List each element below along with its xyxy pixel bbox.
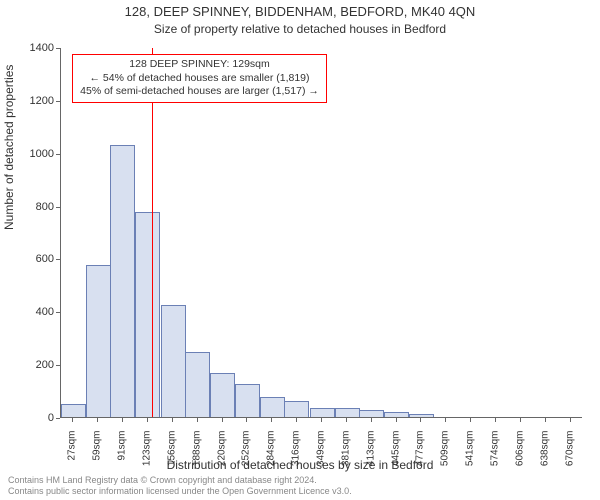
histogram-bar <box>185 352 210 417</box>
x-tick-mark <box>122 418 123 422</box>
x-tick-mark <box>321 418 322 422</box>
histogram-bar <box>161 305 186 417</box>
x-tick-label: 220sqm <box>216 431 227 481</box>
x-tick-mark <box>72 418 73 422</box>
x-tick-label: 349sqm <box>316 431 327 481</box>
marker-line <box>152 48 153 417</box>
x-tick-label: 27sqm <box>67 431 78 481</box>
x-tick-mark <box>495 418 496 422</box>
y-tick-mark <box>56 418 60 419</box>
x-axis-label: Distribution of detached houses by size … <box>0 458 600 472</box>
x-tick-mark <box>246 418 247 422</box>
chart-title-main: 128, DEEP SPINNEY, BIDDENHAM, BEDFORD, M… <box>0 4 600 19</box>
x-tick-label: 91sqm <box>116 431 127 481</box>
x-tick-label: 670sqm <box>564 431 575 481</box>
x-tick-label: 541sqm <box>464 431 475 481</box>
x-tick-mark <box>97 418 98 422</box>
x-tick-label: 252sqm <box>241 431 252 481</box>
x-tick-label: 413sqm <box>365 431 376 481</box>
annotation-line2: ← 54% of detached houses are smaller (1,… <box>80 72 319 86</box>
x-tick-label: 59sqm <box>92 431 103 481</box>
x-tick-label: 188sqm <box>191 431 202 481</box>
histogram-bar <box>409 414 434 417</box>
x-tick-mark <box>147 418 148 422</box>
y-tick-label: 200 <box>14 359 54 371</box>
x-tick-label: 381sqm <box>341 431 352 481</box>
y-tick-label: 0 <box>14 412 54 424</box>
x-tick-mark <box>445 418 446 422</box>
footer-attribution: Contains HM Land Registry data © Crown c… <box>8 475 352 498</box>
footer-line1: Contains HM Land Registry data © Crown c… <box>8 475 352 486</box>
y-tick-label: 400 <box>14 306 54 318</box>
y-tick-label: 600 <box>14 253 54 265</box>
annotation-line1: 128 DEEP SPINNEY: 129sqm <box>80 58 319 72</box>
histogram-bar <box>284 401 309 417</box>
x-tick-label: 477sqm <box>415 431 426 481</box>
x-tick-label: 606sqm <box>515 431 526 481</box>
x-tick-label: 284sqm <box>266 431 277 481</box>
x-tick-label: 445sqm <box>390 431 401 481</box>
annotation-line3: 45% of semi-detached houses are larger (… <box>80 85 319 99</box>
x-tick-label: 638sqm <box>539 431 550 481</box>
y-tick-label: 1000 <box>14 148 54 160</box>
chart-title-sub: Size of property relative to detached ho… <box>0 22 600 36</box>
x-tick-mark <box>271 418 272 422</box>
bars-layer <box>61 48 582 417</box>
x-tick-mark <box>420 418 421 422</box>
footer-line2: Contains public sector information licen… <box>8 486 352 497</box>
histogram-bar <box>335 408 360 417</box>
histogram-bar <box>86 265 111 417</box>
x-tick-mark <box>296 418 297 422</box>
histogram-bar <box>210 373 235 417</box>
histogram-bar <box>61 404 86 417</box>
x-tick-mark <box>570 418 571 422</box>
histogram-bar <box>359 410 384 417</box>
histogram-bar <box>235 384 260 417</box>
x-tick-mark <box>197 418 198 422</box>
x-tick-mark <box>172 418 173 422</box>
x-tick-label: 123sqm <box>141 431 152 481</box>
histogram-bar <box>310 408 335 417</box>
x-tick-mark <box>520 418 521 422</box>
chart-container: 128, DEEP SPINNEY, BIDDENHAM, BEDFORD, M… <box>0 0 600 500</box>
x-tick-mark <box>396 418 397 422</box>
histogram-bar <box>110 145 135 417</box>
x-tick-label: 509sqm <box>440 431 451 481</box>
x-tick-mark <box>545 418 546 422</box>
plot-area: 128 DEEP SPINNEY: 129sqm ← 54% of detach… <box>60 48 582 418</box>
histogram-bar <box>135 212 160 417</box>
y-tick-label: 1200 <box>14 95 54 107</box>
x-tick-label: 316sqm <box>290 431 301 481</box>
annotation-box: 128 DEEP SPINNEY: 129sqm ← 54% of detach… <box>72 54 327 103</box>
y-tick-label: 800 <box>14 201 54 213</box>
histogram-bar <box>260 397 285 417</box>
y-tick-label: 1400 <box>14 42 54 54</box>
x-tick-mark <box>371 418 372 422</box>
x-tick-label: 156sqm <box>167 431 178 481</box>
x-tick-mark <box>346 418 347 422</box>
x-tick-mark <box>470 418 471 422</box>
histogram-bar <box>384 412 409 417</box>
x-tick-mark <box>222 418 223 422</box>
x-tick-label: 574sqm <box>490 431 501 481</box>
